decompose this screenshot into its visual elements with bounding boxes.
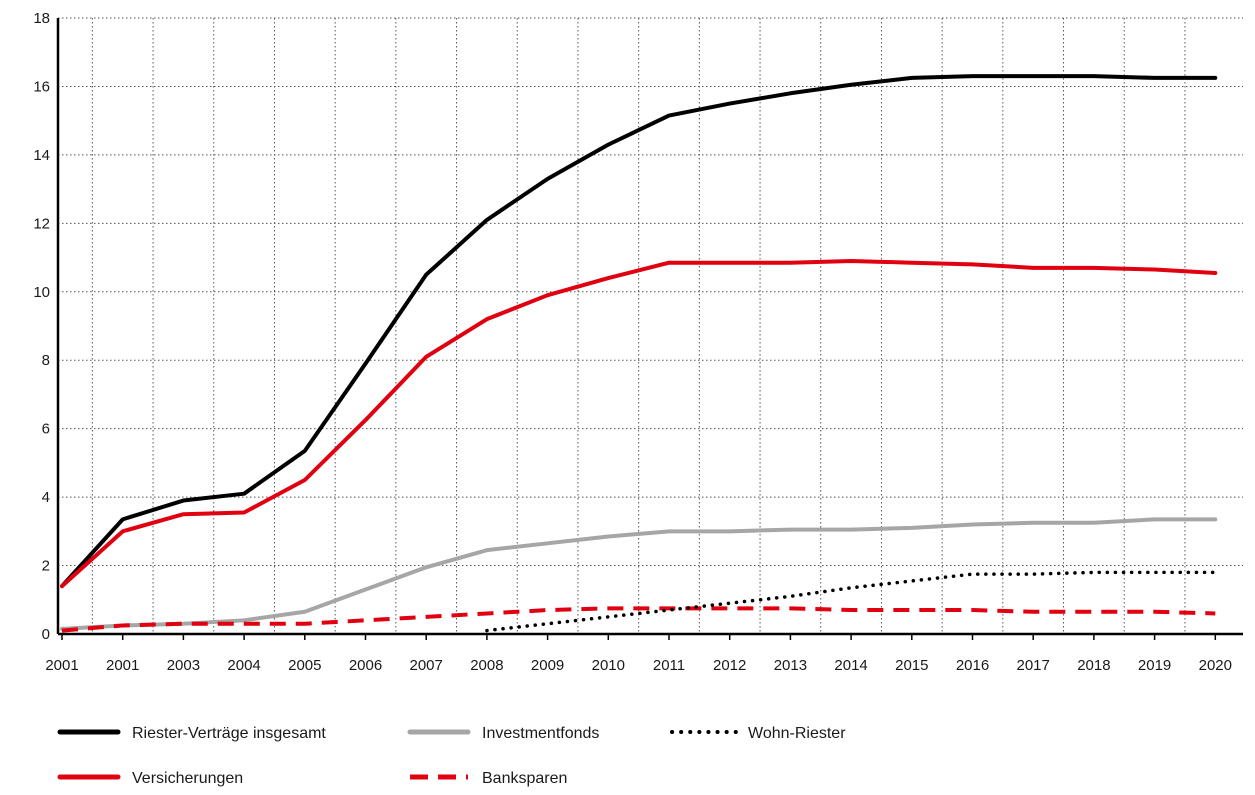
grid [58, 17, 1243, 634]
legend-item-wohn-riester: Wohn-Riester [670, 725, 846, 742]
y-tick-label: 2 [42, 558, 50, 575]
x-tick-label: 2008 [470, 657, 503, 674]
x-tick-label: 2013 [774, 657, 807, 674]
x-tick-label: 2018 [1077, 657, 1110, 674]
y-tick-label: 10 [33, 284, 50, 301]
x-tick-label: 2019 [1138, 657, 1171, 674]
series-line-investmentfonds [60, 517, 1218, 631]
legend-label: Investmentfonds [482, 725, 599, 742]
legend: Riester-Verträge insgesamt Investmentfond… [57, 725, 846, 787]
x-tick-label: 2014 [834, 657, 867, 674]
y-tick-label: 8 [42, 352, 50, 369]
y-tick-label: 14 [33, 147, 50, 164]
y-tick-label: 6 [42, 421, 50, 438]
series-line-riester-verträge-insgesamt [60, 74, 1218, 589]
legend-label: Wohn-Riester [748, 725, 846, 742]
x-tick-label: 2007 [410, 657, 443, 674]
x-tick-label: 2010 [592, 657, 625, 674]
y-tick-label: 18 [33, 10, 50, 27]
y-tick-label: 0 [42, 626, 50, 643]
x-tick-label: 2001 [106, 657, 139, 674]
x-tick-label: 2006 [349, 657, 382, 674]
legend-label: Riester-Verträge insgesamt [132, 725, 326, 742]
legend-label: Banksparen [482, 770, 567, 787]
x-tick-label: 2020 [1199, 657, 1232, 674]
axes: 0 2 4 6 8 10 12 14 16 18 2001 2001 2003 2004 2005 2006 2… [33, 10, 1243, 674]
legend-item-banksparen: Banksparen [410, 770, 567, 787]
y-tick-label: 4 [42, 489, 50, 506]
series-line-banksparen [61, 606, 1216, 633]
x-tick-label: 2012 [713, 657, 746, 674]
x-tick-label: 2016 [956, 657, 989, 674]
series-lines [60, 74, 1218, 633]
x-tick-label: 2017 [1017, 657, 1050, 674]
y-tick-label: 12 [33, 215, 50, 232]
x-tick-label: 2015 [895, 657, 928, 674]
x-tick-label: 2011 [653, 657, 685, 674]
x-tick-label: 2004 [227, 657, 260, 674]
x-tick-label: 2005 [288, 657, 321, 674]
legend-item-investmentfonds: Investmentfonds [407, 725, 599, 742]
series-line-versicherungen [60, 258, 1218, 589]
legend-item-versicherungen: Versicherungen [57, 770, 243, 787]
x-tick-label: 2003 [167, 657, 200, 674]
legend-item-riester-verträge-insgesamt: Riester-Verträge insgesamt [57, 725, 326, 742]
legend-label: Versicherungen [132, 770, 243, 787]
y-tick-label: 16 [33, 78, 50, 95]
series-line-wohn-riester [485, 570, 1218, 633]
x-tick-label: 2001 [45, 657, 78, 674]
x-tick-label: 2009 [531, 657, 564, 674]
